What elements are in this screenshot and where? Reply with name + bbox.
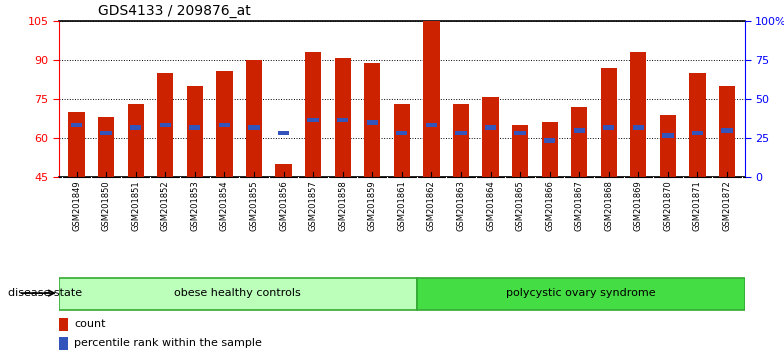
Text: count: count — [74, 319, 105, 329]
Bar — [721, 128, 733, 133]
Text: GSM201863: GSM201863 — [456, 180, 466, 231]
Bar — [426, 123, 437, 127]
Bar — [160, 123, 171, 127]
Text: GSM201852: GSM201852 — [161, 180, 170, 230]
Text: GSM201868: GSM201868 — [604, 180, 613, 231]
Bar — [249, 125, 260, 130]
Bar — [157, 73, 173, 177]
Text: GSM201866: GSM201866 — [545, 180, 554, 231]
Text: GSM201861: GSM201861 — [397, 180, 406, 231]
Bar — [512, 125, 528, 177]
Bar — [630, 52, 647, 177]
Bar — [189, 125, 201, 130]
Bar — [337, 118, 348, 122]
Bar — [246, 60, 262, 177]
Bar — [633, 125, 644, 130]
Text: GSM201871: GSM201871 — [693, 180, 702, 231]
Text: GSM201853: GSM201853 — [191, 180, 199, 231]
Bar — [544, 138, 555, 143]
Text: GSM201854: GSM201854 — [220, 180, 229, 230]
Bar — [417, 278, 745, 310]
Bar — [691, 131, 703, 135]
Bar — [278, 131, 289, 135]
Text: GSM201855: GSM201855 — [249, 180, 259, 230]
Bar — [514, 131, 526, 135]
Bar — [662, 133, 673, 138]
Bar — [100, 131, 112, 135]
Bar — [128, 104, 143, 177]
Bar — [689, 73, 706, 177]
Bar — [275, 164, 292, 177]
Text: GSM201872: GSM201872 — [723, 180, 731, 231]
Text: GSM201869: GSM201869 — [633, 180, 643, 231]
Text: GSM201865: GSM201865 — [516, 180, 524, 231]
Bar — [574, 128, 585, 133]
Bar — [485, 125, 496, 130]
Bar — [335, 58, 350, 177]
Bar — [219, 123, 230, 127]
Bar — [59, 337, 68, 350]
Bar — [542, 122, 557, 177]
Text: polycystic ovary syndrome: polycystic ovary syndrome — [506, 288, 655, 298]
Bar — [453, 104, 469, 177]
Text: GDS4133 / 209876_at: GDS4133 / 209876_at — [98, 4, 251, 18]
Text: GSM201870: GSM201870 — [663, 180, 673, 231]
Bar — [482, 97, 499, 177]
Bar — [367, 120, 378, 125]
Text: obese healthy controls: obese healthy controls — [174, 288, 301, 298]
Bar — [68, 112, 85, 177]
Bar — [571, 107, 587, 177]
Text: percentile rank within the sample: percentile rank within the sample — [74, 338, 262, 348]
Bar — [719, 86, 735, 177]
Text: GSM201867: GSM201867 — [575, 180, 584, 231]
Text: GSM201856: GSM201856 — [279, 180, 288, 231]
Text: GSM201859: GSM201859 — [368, 180, 377, 230]
Bar — [59, 318, 68, 331]
Bar — [660, 115, 676, 177]
Text: GSM201850: GSM201850 — [102, 180, 111, 230]
Bar — [423, 21, 440, 177]
Bar — [394, 104, 410, 177]
Bar — [601, 68, 617, 177]
Bar — [305, 52, 321, 177]
Bar — [456, 131, 466, 135]
Bar — [396, 131, 408, 135]
Bar — [98, 117, 114, 177]
Bar — [364, 63, 380, 177]
Bar — [59, 278, 417, 310]
Text: GSM201858: GSM201858 — [338, 180, 347, 231]
Text: GSM201862: GSM201862 — [426, 180, 436, 231]
Bar — [216, 70, 233, 177]
Text: GSM201864: GSM201864 — [486, 180, 495, 231]
Text: GSM201857: GSM201857 — [309, 180, 318, 231]
Bar — [307, 118, 319, 122]
Text: GSM201851: GSM201851 — [131, 180, 140, 230]
Bar — [187, 86, 203, 177]
Text: disease state: disease state — [8, 288, 82, 298]
Bar — [603, 125, 615, 130]
Text: GSM201849: GSM201849 — [72, 180, 81, 230]
Bar — [71, 123, 82, 127]
Bar — [130, 125, 141, 130]
